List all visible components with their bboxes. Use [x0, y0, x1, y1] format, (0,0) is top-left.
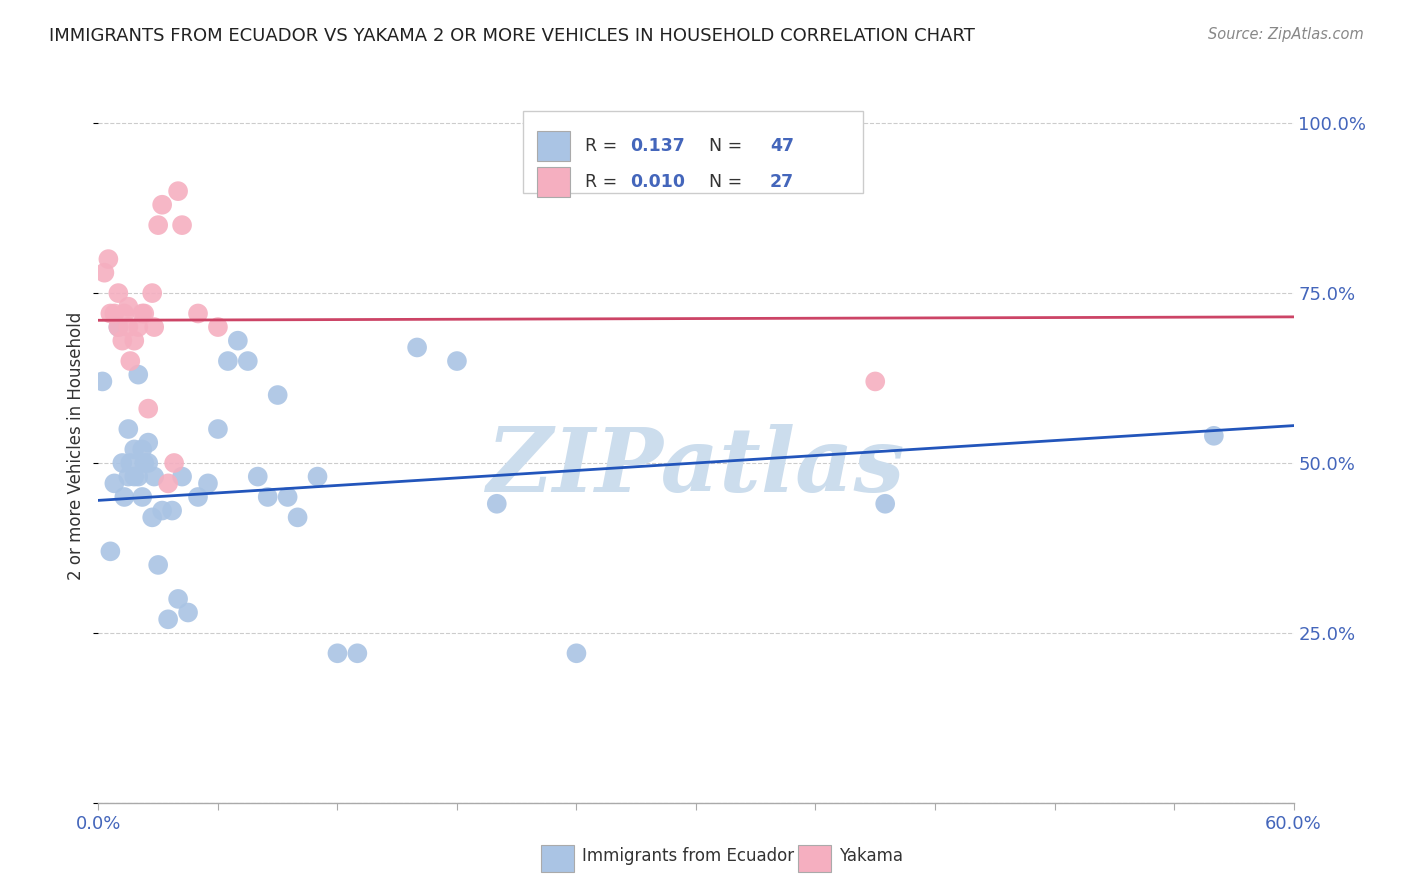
- Point: [565, 646, 588, 660]
- FancyBboxPatch shape: [797, 845, 831, 872]
- Point: [197, 476, 219, 491]
- FancyBboxPatch shape: [541, 845, 574, 872]
- Text: N =: N =: [699, 173, 748, 191]
- Point: [875, 497, 897, 511]
- Point: [112, 306, 135, 320]
- Text: 0.137: 0.137: [630, 136, 685, 155]
- Point: [103, 306, 125, 320]
- Point: [187, 306, 209, 320]
- Text: Immigrants from Ecuador: Immigrants from Ecuador: [582, 847, 794, 865]
- Point: [307, 469, 329, 483]
- Point: [446, 354, 468, 368]
- Point: [117, 300, 139, 314]
- Point: [107, 320, 129, 334]
- Point: [127, 368, 149, 382]
- Point: [148, 218, 170, 232]
- Text: Source: ZipAtlas.com: Source: ZipAtlas.com: [1208, 27, 1364, 42]
- Point: [120, 354, 142, 368]
- Point: [117, 320, 139, 334]
- Point: [131, 490, 153, 504]
- Point: [256, 490, 278, 504]
- Point: [107, 286, 129, 301]
- Point: [120, 456, 142, 470]
- Point: [346, 646, 368, 660]
- Point: [136, 456, 159, 470]
- Point: [107, 320, 129, 334]
- Point: [485, 497, 508, 511]
- Point: [143, 320, 166, 334]
- Point: [326, 646, 349, 660]
- Point: [207, 320, 229, 334]
- FancyBboxPatch shape: [537, 131, 571, 161]
- FancyBboxPatch shape: [537, 167, 571, 197]
- Point: [177, 606, 200, 620]
- Point: [117, 422, 139, 436]
- Point: [91, 375, 114, 389]
- Text: R =: R =: [585, 136, 623, 155]
- Point: [1202, 429, 1225, 443]
- Text: N =: N =: [699, 136, 748, 155]
- Point: [136, 401, 159, 416]
- Point: [157, 612, 180, 626]
- Point: [236, 354, 259, 368]
- Point: [127, 320, 149, 334]
- Point: [111, 334, 134, 348]
- Point: [117, 469, 139, 483]
- Point: [136, 435, 159, 450]
- Point: [267, 388, 290, 402]
- Point: [226, 334, 249, 348]
- Point: [207, 422, 229, 436]
- Point: [160, 503, 183, 517]
- Point: [93, 266, 115, 280]
- Text: IMMIGRANTS FROM ECUADOR VS YAKAMA 2 OR MORE VEHICLES IN HOUSEHOLD CORRELATION CH: IMMIGRANTS FROM ECUADOR VS YAKAMA 2 OR M…: [49, 27, 976, 45]
- Point: [187, 490, 209, 504]
- Point: [98, 544, 122, 558]
- Point: [112, 490, 135, 504]
- Point: [163, 456, 186, 470]
- Point: [287, 510, 309, 524]
- Point: [148, 558, 170, 572]
- Text: R =: R =: [585, 173, 623, 191]
- Text: 0.010: 0.010: [630, 173, 685, 191]
- Point: [172, 218, 194, 232]
- Point: [167, 184, 190, 198]
- Point: [141, 286, 163, 301]
- Point: [98, 306, 122, 320]
- Text: Yakama: Yakama: [839, 847, 904, 865]
- Point: [167, 591, 190, 606]
- Point: [865, 375, 887, 389]
- Point: [111, 456, 134, 470]
- Point: [103, 476, 125, 491]
- Point: [217, 354, 239, 368]
- Point: [172, 469, 194, 483]
- Point: [150, 198, 173, 212]
- Text: 47: 47: [770, 136, 794, 155]
- Point: [124, 334, 146, 348]
- Point: [131, 306, 153, 320]
- Point: [143, 469, 166, 483]
- Point: [134, 456, 156, 470]
- Point: [127, 469, 149, 483]
- Point: [150, 503, 173, 517]
- Point: [246, 469, 269, 483]
- Point: [157, 476, 180, 491]
- Point: [134, 306, 156, 320]
- Point: [124, 442, 146, 457]
- Y-axis label: 2 or more Vehicles in Household: 2 or more Vehicles in Household: [67, 312, 86, 580]
- Point: [277, 490, 299, 504]
- Text: 27: 27: [770, 173, 794, 191]
- Point: [406, 341, 429, 355]
- Point: [124, 469, 146, 483]
- Point: [97, 252, 120, 266]
- FancyBboxPatch shape: [523, 111, 863, 193]
- Point: [131, 442, 153, 457]
- Text: ZIPatlas: ZIPatlas: [488, 425, 904, 510]
- Point: [141, 510, 163, 524]
